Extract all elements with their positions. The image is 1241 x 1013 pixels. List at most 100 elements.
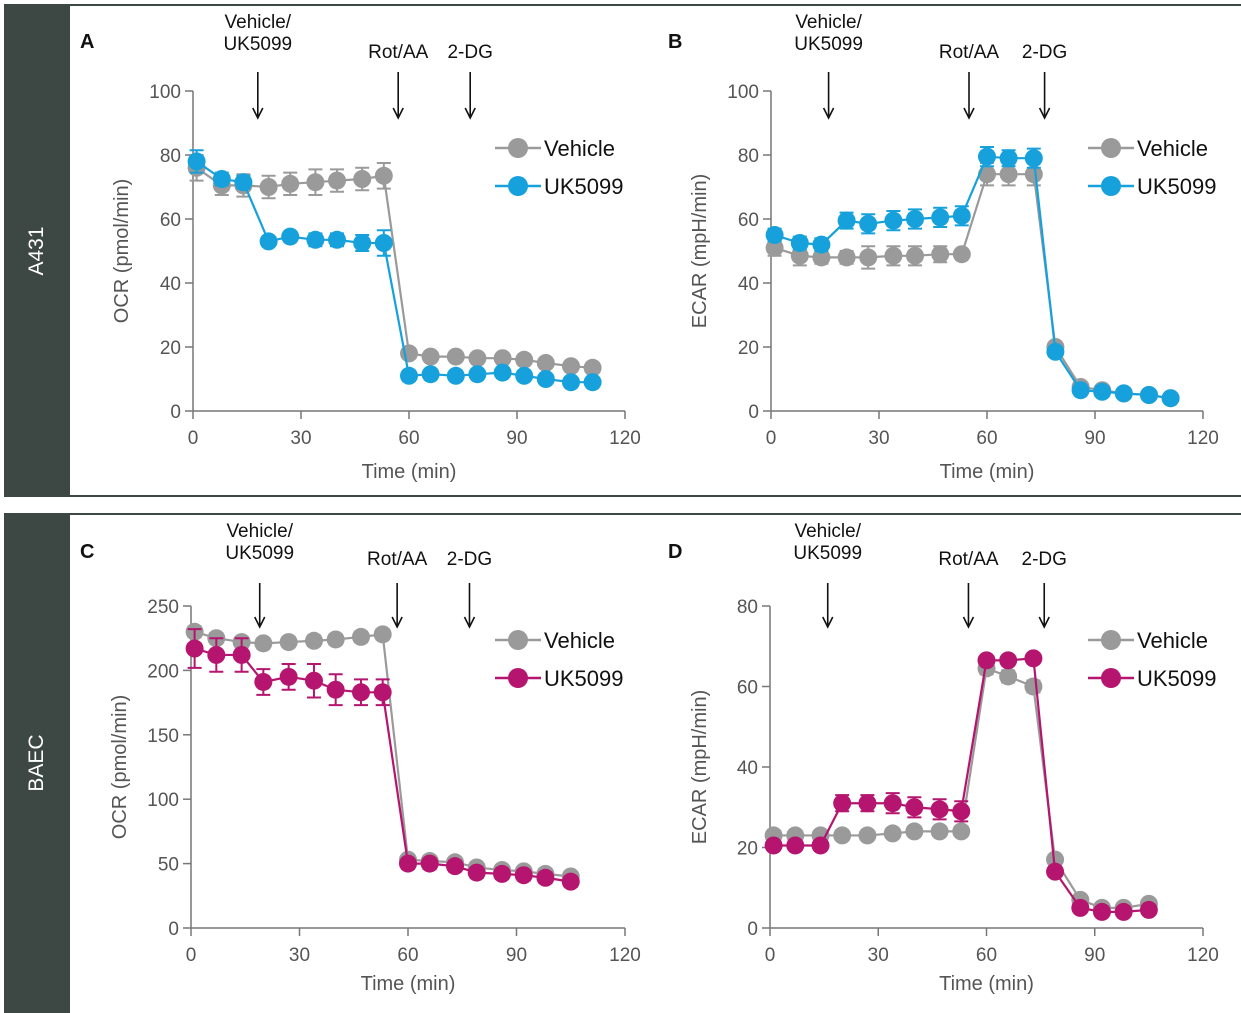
x-tick-label: 60	[398, 428, 419, 449]
y-tick-label: 80	[738, 146, 759, 167]
data-point	[561, 872, 580, 891]
data-point	[259, 178, 278, 196]
data-point	[790, 234, 809, 252]
data-point	[833, 826, 852, 845]
arrow-head	[463, 616, 476, 629]
x-tick-label: 120	[609, 945, 641, 966]
band-baec: BAEC	[4, 513, 1241, 1013]
data-point	[536, 868, 555, 887]
data-point	[837, 211, 856, 230]
data-point	[446, 857, 465, 876]
data-point	[468, 349, 487, 368]
x-axis-label: Time (min)	[940, 461, 1035, 483]
y-tick-label: 0	[748, 402, 759, 423]
data-point	[884, 211, 903, 230]
panel-letter: D	[668, 541, 682, 563]
x-tick-label: 120	[609, 428, 641, 449]
x-tick-label: 30	[289, 945, 310, 966]
series-vehicle	[765, 162, 1180, 408]
x-tick-label: 60	[976, 428, 997, 449]
data-point	[999, 165, 1018, 184]
x-axis-label: Time (min)	[939, 973, 1034, 995]
y-tick-label: 60	[737, 678, 758, 699]
series-line	[195, 166, 593, 369]
panel-letter: B	[668, 31, 682, 53]
data-point	[930, 822, 949, 841]
data-point	[1114, 384, 1133, 403]
data-point	[493, 864, 512, 883]
arrow-head	[963, 107, 975, 120]
data-point	[281, 174, 300, 193]
data-point	[374, 234, 393, 252]
band-a431: A431	[4, 4, 1241, 497]
arrow-head	[391, 616, 403, 629]
legend-label: UK5099	[544, 174, 624, 199]
band-tab: BAEC	[4, 513, 70, 1013]
band-divider	[4, 495, 1241, 497]
series-line	[773, 666, 1150, 909]
y-tick-label: 250	[147, 597, 179, 618]
data-point	[859, 214, 878, 233]
data-point	[931, 208, 950, 227]
data-point	[858, 794, 877, 813]
legend-swatch-marker	[508, 668, 528, 688]
legend-swatch-marker	[508, 630, 528, 650]
data-point	[1114, 902, 1133, 921]
chart-panel-d: D 0 20 40 60 80 0 30 60 90 120 Time (min) ECAR (mpH/…	[668, 521, 1219, 995]
data-point	[883, 794, 902, 813]
legend-label: UK5099	[544, 666, 624, 691]
series-line	[194, 630, 571, 878]
legend-label: UK5099	[1137, 174, 1217, 199]
data-point	[583, 358, 602, 377]
data-point	[1093, 382, 1112, 401]
x-axis-label: Time (min)	[361, 973, 456, 995]
injection-annotation: Rot/AA	[938, 549, 999, 570]
data-point	[1024, 649, 1043, 668]
data-point	[562, 373, 580, 392]
series-line	[773, 657, 1149, 914]
legend-swatch-marker	[508, 138, 528, 158]
data-point	[1071, 898, 1090, 917]
y-tick-label: 200	[147, 661, 179, 682]
chart-panel-b: B 0 20 40 60 80 100 0 30 60 90 120 Time (min) ECAR (m…	[668, 12, 1219, 483]
series-uk5099	[187, 149, 602, 392]
data-point	[328, 230, 346, 249]
series-line	[195, 160, 593, 384]
legend-label: UK5099	[1137, 666, 1217, 691]
data-point	[399, 854, 417, 873]
series-uk5099	[765, 146, 1180, 408]
data-point	[304, 631, 323, 650]
x-tick-label: 90	[506, 945, 527, 966]
data-point	[446, 347, 465, 366]
band-frame	[4, 4, 1241, 497]
y-tick-label: 50	[158, 855, 179, 876]
data-point	[977, 651, 996, 670]
data-point	[1024, 165, 1043, 184]
band-tab: A431	[4, 4, 70, 497]
y-tick-label: 100	[727, 82, 759, 103]
x-tick-label: 60	[976, 945, 997, 966]
data-point	[952, 802, 971, 821]
x-tick-label: 120	[1187, 945, 1219, 966]
data-point	[212, 170, 231, 188]
x-tick-label: 0	[766, 428, 777, 449]
injection-annotation: Vehicle/UK5099	[793, 521, 862, 564]
data-point	[353, 234, 372, 252]
data-point	[421, 365, 440, 384]
data-point	[906, 246, 924, 265]
y-tick-label: 40	[737, 758, 758, 779]
arrow-head	[464, 107, 476, 120]
data-point	[279, 633, 298, 652]
series-uk5099	[764, 649, 1158, 921]
data-point	[978, 147, 996, 166]
x-tick-label: 120	[1187, 428, 1219, 449]
y-tick-label: 20	[737, 839, 758, 860]
data-point	[493, 349, 512, 368]
data-point	[234, 173, 253, 192]
y-axis-label: ECAR (mpH/min)	[689, 690, 711, 844]
data-point	[833, 794, 852, 813]
x-tick-label: 90	[1084, 428, 1105, 449]
arrow-head	[1038, 616, 1050, 629]
x-tick-label: 90	[1084, 945, 1105, 966]
data-point	[515, 366, 534, 385]
